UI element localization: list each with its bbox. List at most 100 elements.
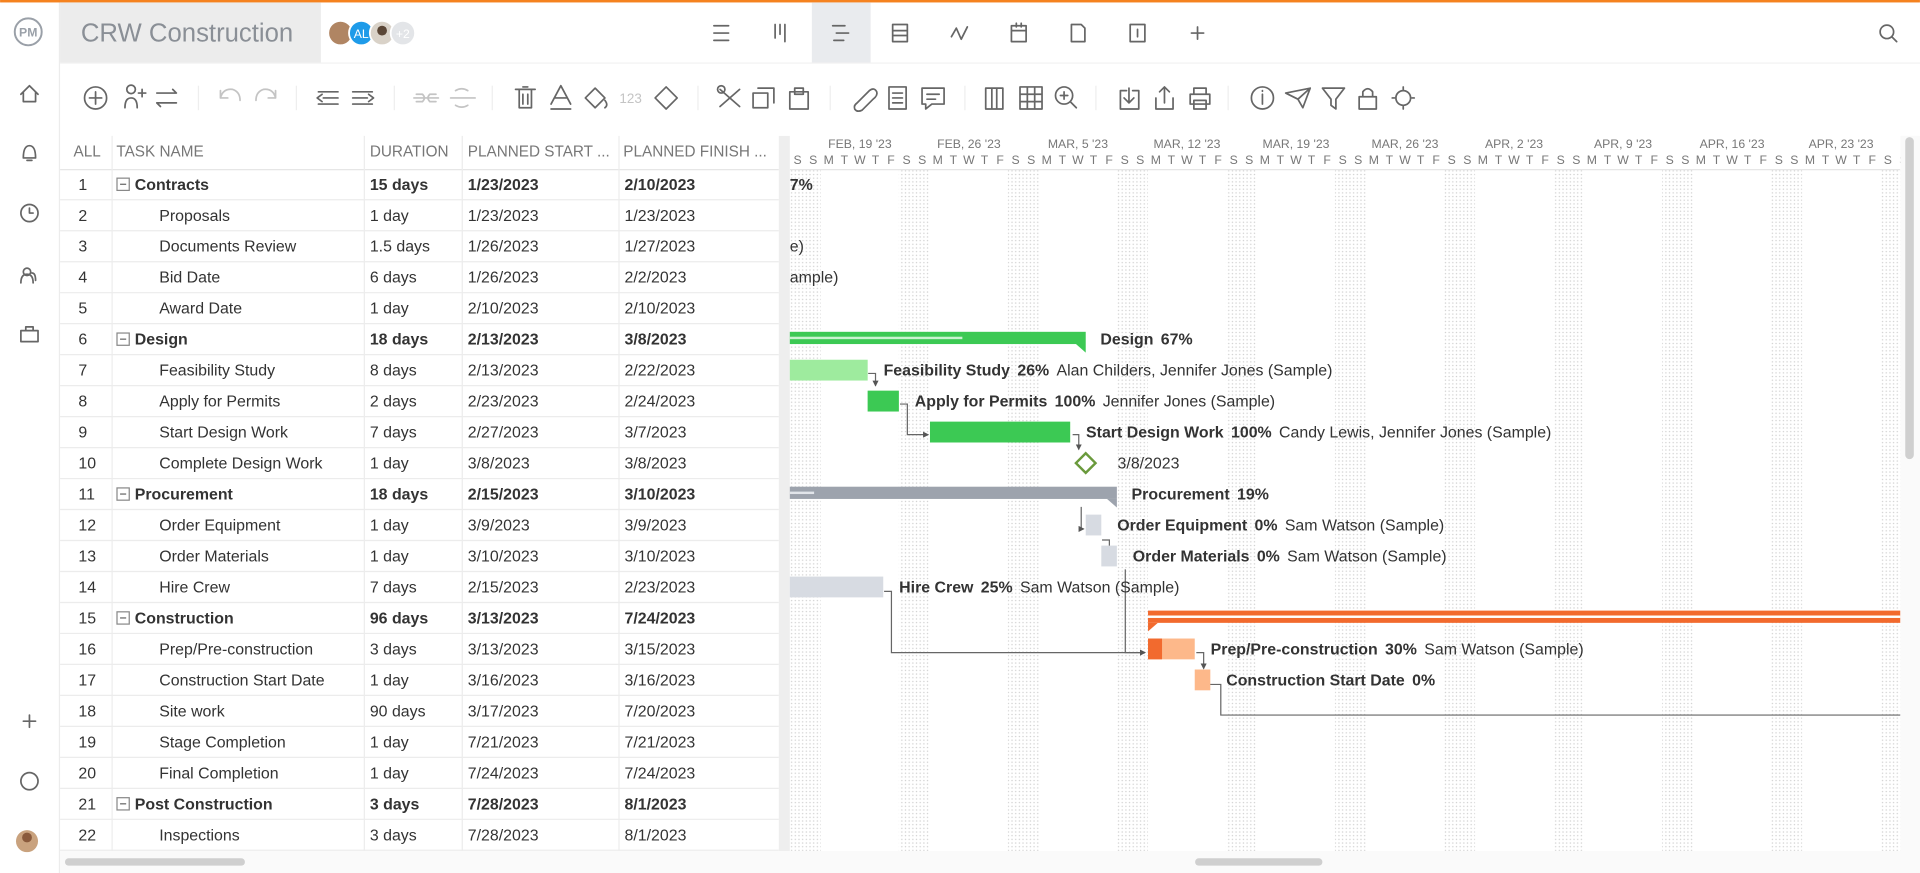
toolbar-icon[interactable]: [888, 86, 907, 110]
toolbar-icon[interactable]: [1155, 86, 1174, 110]
task-name[interactable]: Order Equipment: [159, 518, 281, 535]
task-name[interactable]: Prep/Pre-construction: [159, 641, 313, 658]
task-bar[interactable]: [1194, 669, 1211, 691]
help-icon[interactable]: [20, 771, 39, 791]
task-table: ALL TASK NAME DURATION PLANNED START ... PLA…: [60, 135, 779, 851]
task-name[interactable]: Stage Completion: [159, 734, 285, 751]
bar-label-resources: Jennifer Jones (Sample): [1103, 394, 1275, 411]
summary-bar-start: [743, 499, 753, 508]
project-title-box[interactable]: [60, 2, 321, 63]
task-name[interactable]: Post Construction: [135, 796, 273, 813]
toolbar-icon[interactable]: [716, 84, 741, 108]
view-icon[interactable]: [891, 23, 909, 43]
table-scroll-thumb[interactable]: [64, 858, 245, 866]
task-name[interactable]: Proposals: [159, 208, 230, 225]
toolbar-icon[interactable]: [1250, 86, 1275, 110]
task-name[interactable]: Construction: [135, 610, 234, 627]
task-bar[interactable]: [1101, 545, 1117, 567]
notifications-icon[interactable]: [22, 144, 37, 162]
toolbar-icon[interactable]: [83, 86, 108, 110]
weekend-column: [1880, 168, 1896, 851]
toolbar-icon[interactable]: [752, 87, 775, 109]
task-name[interactable]: Start Design Work: [159, 425, 288, 442]
toolbar-icon[interactable]: [1391, 86, 1416, 110]
gantt-scroll-thumb[interactable]: [1195, 858, 1323, 866]
toolbar-icon[interactable]: [316, 90, 339, 105]
home-icon[interactable]: [20, 84, 39, 103]
toolbar-icon[interactable]: [788, 87, 810, 110]
column-header[interactable]: PLANNED FINISH ...: [623, 144, 767, 161]
toolbar-icon[interactable]: [853, 88, 878, 113]
number-format-icon[interactable]: 123: [619, 91, 641, 106]
toolbar-icon[interactable]: [1284, 87, 1312, 109]
task-name[interactable]: Design: [135, 332, 188, 349]
column-header[interactable]: ALL: [74, 144, 101, 161]
splitter[interactable]: [778, 135, 790, 873]
task-name[interactable]: Construction Start Date: [159, 672, 324, 689]
toolbar-icon[interactable]: [413, 93, 440, 103]
task-name[interactable]: Bid Date: [159, 270, 220, 287]
view-icon[interactable]: [950, 26, 969, 41]
view-icon[interactable]: [713, 24, 730, 42]
task-name[interactable]: Complete Design Work: [159, 456, 322, 473]
toolbar-icon[interactable]: [921, 87, 945, 110]
task-bar[interactable]: [743, 576, 884, 598]
view-icon[interactable]: [1010, 22, 1027, 43]
task-name[interactable]: Award Date: [159, 301, 242, 318]
toolbar-icon[interactable]: [351, 90, 375, 105]
toolbar-icon[interactable]: [1054, 86, 1078, 109]
toolbar-icon[interactable]: [88, 90, 103, 105]
milestone[interactable]: [1074, 451, 1098, 475]
bar-label-name: Procurement: [1132, 487, 1231, 504]
toolbar-icon[interactable]: [1189, 87, 1211, 110]
column-header[interactable]: DURATION: [370, 144, 449, 161]
toolbar-icon[interactable]: [219, 88, 241, 102]
task-name[interactable]: Procurement: [135, 487, 234, 504]
task-finish: 2/10/2023: [625, 301, 696, 318]
column-header[interactable]: TASK NAME: [116, 144, 203, 161]
task-duration: 7 days: [370, 579, 417, 596]
column-header[interactable]: PLANNED START ...: [468, 144, 610, 161]
task-bar[interactable]: [1085, 514, 1102, 536]
toolbar-icon[interactable]: [124, 84, 147, 109]
view-icon[interactable]: [831, 24, 850, 42]
vertical-scroll-thumb[interactable]: [1905, 137, 1914, 460]
task-name[interactable]: Apply for Permits: [159, 394, 280, 411]
view-icon[interactable]: [774, 23, 786, 43]
toolbar-icon[interactable]: [584, 87, 608, 109]
toolbar-icon[interactable]: [984, 87, 1004, 110]
task-name[interactable]: Order Materials: [159, 549, 269, 566]
task-name[interactable]: Documents Review: [159, 239, 297, 256]
toolbar-icon[interactable]: [255, 88, 277, 102]
toolbar-icon[interactable]: [1395, 89, 1412, 107]
add-icon[interactable]: [22, 714, 37, 729]
task-name[interactable]: Contracts: [135, 177, 209, 194]
task-name[interactable]: Final Completion: [159, 765, 278, 782]
toolbar-icon[interactable]: [654, 86, 679, 110]
task-finish: 2/2/2023: [625, 270, 687, 287]
task-name[interactable]: Feasibility Study: [159, 363, 275, 380]
search-icon[interactable]: [1879, 24, 1895, 40]
more-members[interactable]: [389, 19, 417, 47]
toolbar-icon[interactable]: [514, 86, 536, 109]
task-name[interactable]: Site work: [159, 703, 224, 720]
task-bar[interactable]: [712, 359, 868, 381]
toolbar-icon[interactable]: [1321, 87, 1346, 110]
view-icon[interactable]: [1070, 23, 1086, 43]
toolbar-icon[interactable]: [1019, 86, 1043, 110]
logo[interactable]: [13, 17, 43, 47]
toolbar-icon[interactable]: [1119, 87, 1140, 110]
task-duration: 18 days: [370, 332, 429, 349]
task-name[interactable]: Inspections: [159, 827, 240, 844]
view-icon[interactable]: [1129, 23, 1146, 43]
toolbar-icon[interactable]: [155, 88, 178, 108]
portfolio-icon[interactable]: [20, 326, 39, 343]
timesheet-icon[interactable]: [20, 203, 39, 223]
toolbar-icon[interactable]: [550, 84, 572, 110]
view-icon[interactable]: [1190, 26, 1205, 41]
toolbar-icon[interactable]: [1358, 87, 1378, 110]
team-icon[interactable]: [20, 267, 37, 284]
toolbar-icon[interactable]: [449, 87, 476, 108]
task-name[interactable]: Hire Crew: [159, 579, 230, 596]
summary-bar[interactable]: [743, 486, 1117, 499]
